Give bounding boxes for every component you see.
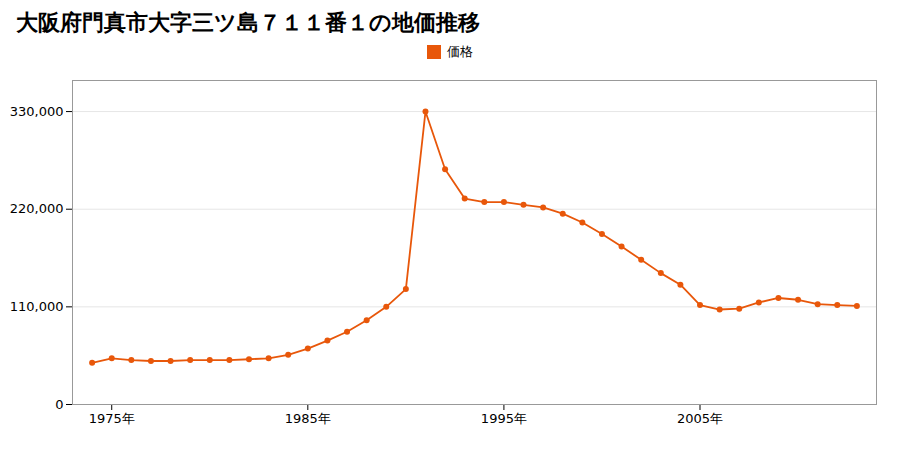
svg-text:0: 0	[55, 397, 63, 412]
svg-text:1975年: 1975年	[89, 411, 135, 426]
html-text:大阪府門真市大字三ツ島７１１番１の地価推移: 大阪府門真市大字三ツ島７１１番１の地価推移	[16, 10, 480, 35]
svg-text:1995年: 1995年	[481, 411, 527, 426]
html-text:価格: 価格	[447, 44, 473, 59]
svg-text:1985年: 1985年	[285, 411, 331, 426]
svg-text:110,000: 110,000	[10, 299, 64, 314]
svg-text:330,000: 330,000	[10, 104, 64, 119]
svg-text:2005年: 2005年	[677, 411, 723, 426]
svg-text:220,000: 220,000	[10, 201, 64, 216]
